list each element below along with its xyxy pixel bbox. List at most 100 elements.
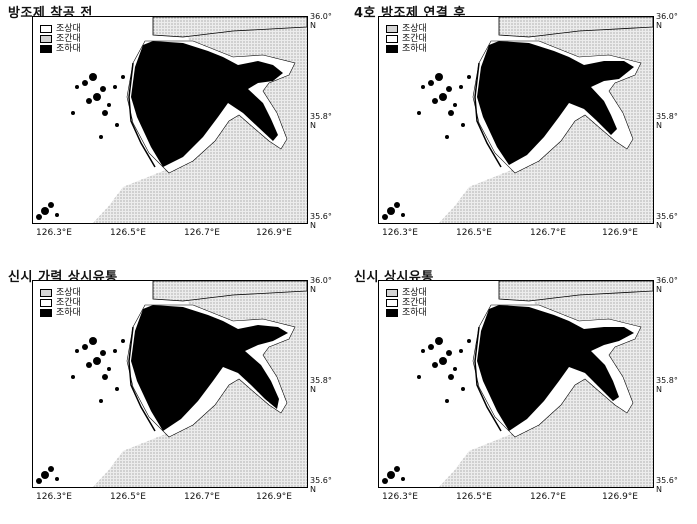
island-7 bbox=[453, 103, 457, 107]
legend-swatch-supratidal bbox=[386, 25, 398, 33]
legend-label: 조간대 bbox=[402, 34, 427, 44]
subtidal-zone bbox=[131, 41, 283, 167]
north-coast bbox=[152, 281, 307, 302]
seawall-line bbox=[474, 326, 502, 432]
latitude-label: 35.6° N bbox=[310, 212, 332, 230]
island-3 bbox=[421, 349, 425, 353]
island-12 bbox=[115, 123, 119, 127]
island-3 bbox=[75, 349, 79, 353]
longitude-label: 126.3°E bbox=[382, 228, 418, 238]
latitude-unit: N bbox=[310, 285, 316, 294]
subtidal-zone bbox=[477, 305, 634, 431]
island-8 bbox=[448, 374, 454, 380]
longitude-label: 126.7°E bbox=[184, 492, 220, 502]
legend-label: 조하대 bbox=[56, 308, 81, 318]
island-8 bbox=[448, 110, 454, 116]
latitude-label: 35.8° N bbox=[656, 112, 678, 130]
island-16 bbox=[382, 478, 388, 484]
island-10 bbox=[121, 339, 125, 343]
latitude-label: 36.0° N bbox=[310, 12, 332, 30]
island-15 bbox=[387, 471, 395, 479]
island-15 bbox=[41, 207, 49, 215]
island-17 bbox=[55, 213, 59, 217]
legend-swatch-supratidal bbox=[40, 289, 52, 297]
island-3 bbox=[75, 85, 79, 89]
legend-swatch-intertidal bbox=[386, 35, 398, 43]
island-11 bbox=[417, 375, 421, 379]
legend-label: 조간대 bbox=[56, 34, 81, 44]
north-coast bbox=[152, 17, 307, 38]
island-15 bbox=[41, 471, 49, 479]
island-4 bbox=[100, 86, 106, 92]
legend-item: 조간대 bbox=[386, 34, 427, 44]
island-5 bbox=[93, 357, 101, 365]
latitude-value: 35.8° bbox=[310, 376, 332, 385]
island-9 bbox=[113, 349, 117, 353]
island-9 bbox=[459, 349, 463, 353]
longitude-label: 126.3°E bbox=[382, 492, 418, 502]
longitude-label: 126.5°E bbox=[456, 492, 492, 502]
subtidal-zone bbox=[477, 41, 634, 165]
island-10 bbox=[121, 75, 125, 79]
legend-label: 조하대 bbox=[56, 44, 81, 54]
island-1 bbox=[89, 337, 97, 345]
legend-label: 조상대 bbox=[56, 24, 81, 34]
island-12 bbox=[461, 387, 465, 391]
latitude-unit: N bbox=[656, 485, 662, 494]
island-2 bbox=[82, 80, 88, 86]
island-17 bbox=[401, 477, 405, 481]
island-2 bbox=[82, 344, 88, 350]
latitude-value: 35.8° bbox=[656, 112, 678, 121]
island-10 bbox=[467, 75, 471, 79]
island-14 bbox=[394, 202, 400, 208]
island-12 bbox=[461, 123, 465, 127]
island-7 bbox=[107, 103, 111, 107]
longitude-label: 126.3°E bbox=[36, 492, 72, 502]
legend-label: 조하대 bbox=[402, 44, 427, 54]
island-16 bbox=[382, 214, 388, 220]
island-5 bbox=[93, 93, 101, 101]
latitude-unit: N bbox=[656, 21, 662, 30]
latitude-unit: N bbox=[656, 221, 662, 230]
island-4 bbox=[100, 350, 106, 356]
legend-swatch-intertidal bbox=[40, 35, 52, 43]
latitude-unit: N bbox=[310, 385, 316, 394]
latitude-label: 36.0° N bbox=[656, 276, 678, 294]
land-south bbox=[474, 431, 554, 487]
land-south bbox=[128, 167, 208, 223]
legend: 조상대 조간대 조하대 bbox=[386, 24, 427, 54]
seawall-line bbox=[128, 326, 156, 432]
island-2 bbox=[428, 80, 434, 86]
island-5 bbox=[439, 357, 447, 365]
longitude-label: 126.7°E bbox=[530, 492, 566, 502]
longitude-label: 126.7°E bbox=[184, 228, 220, 238]
island-11 bbox=[71, 111, 75, 115]
latitude-label: 35.6° N bbox=[656, 476, 678, 494]
island-16 bbox=[36, 214, 42, 220]
longitude-label: 126.9°E bbox=[602, 228, 638, 238]
legend-item: 조간대 bbox=[40, 34, 81, 44]
legend-swatch-subtidal bbox=[386, 45, 398, 53]
longitude-label: 126.5°E bbox=[110, 228, 146, 238]
legend-label: 조하대 bbox=[402, 308, 427, 318]
latitude-label: 35.6° N bbox=[656, 212, 678, 230]
north-coast bbox=[498, 281, 653, 302]
land-south bbox=[128, 431, 208, 487]
map-panel-sinsi-garyeok-flow: 신시 가력 상시유통 조상대 조간대 조하대 36.0° N 35.8° N 35.6° N 126… bbox=[4, 266, 332, 516]
island-14 bbox=[48, 202, 54, 208]
legend-item: 조하대 bbox=[40, 44, 81, 54]
island-6 bbox=[86, 98, 92, 104]
island-5 bbox=[439, 93, 447, 101]
legend: 조상대 조간대 조하대 bbox=[40, 24, 81, 54]
island-14 bbox=[48, 466, 54, 472]
island-17 bbox=[401, 213, 405, 217]
latitude-unit: N bbox=[310, 485, 316, 494]
legend-swatch-subtidal bbox=[386, 309, 398, 317]
latitude-value: 35.6° bbox=[310, 212, 332, 221]
legend: 조상대 조간대 조하대 bbox=[40, 288, 81, 318]
map-frame bbox=[32, 16, 308, 224]
map-frame bbox=[32, 280, 308, 488]
island-1 bbox=[89, 73, 97, 81]
latitude-label: 35.8° N bbox=[310, 376, 332, 394]
latitude-value: 36.0° bbox=[310, 12, 332, 21]
